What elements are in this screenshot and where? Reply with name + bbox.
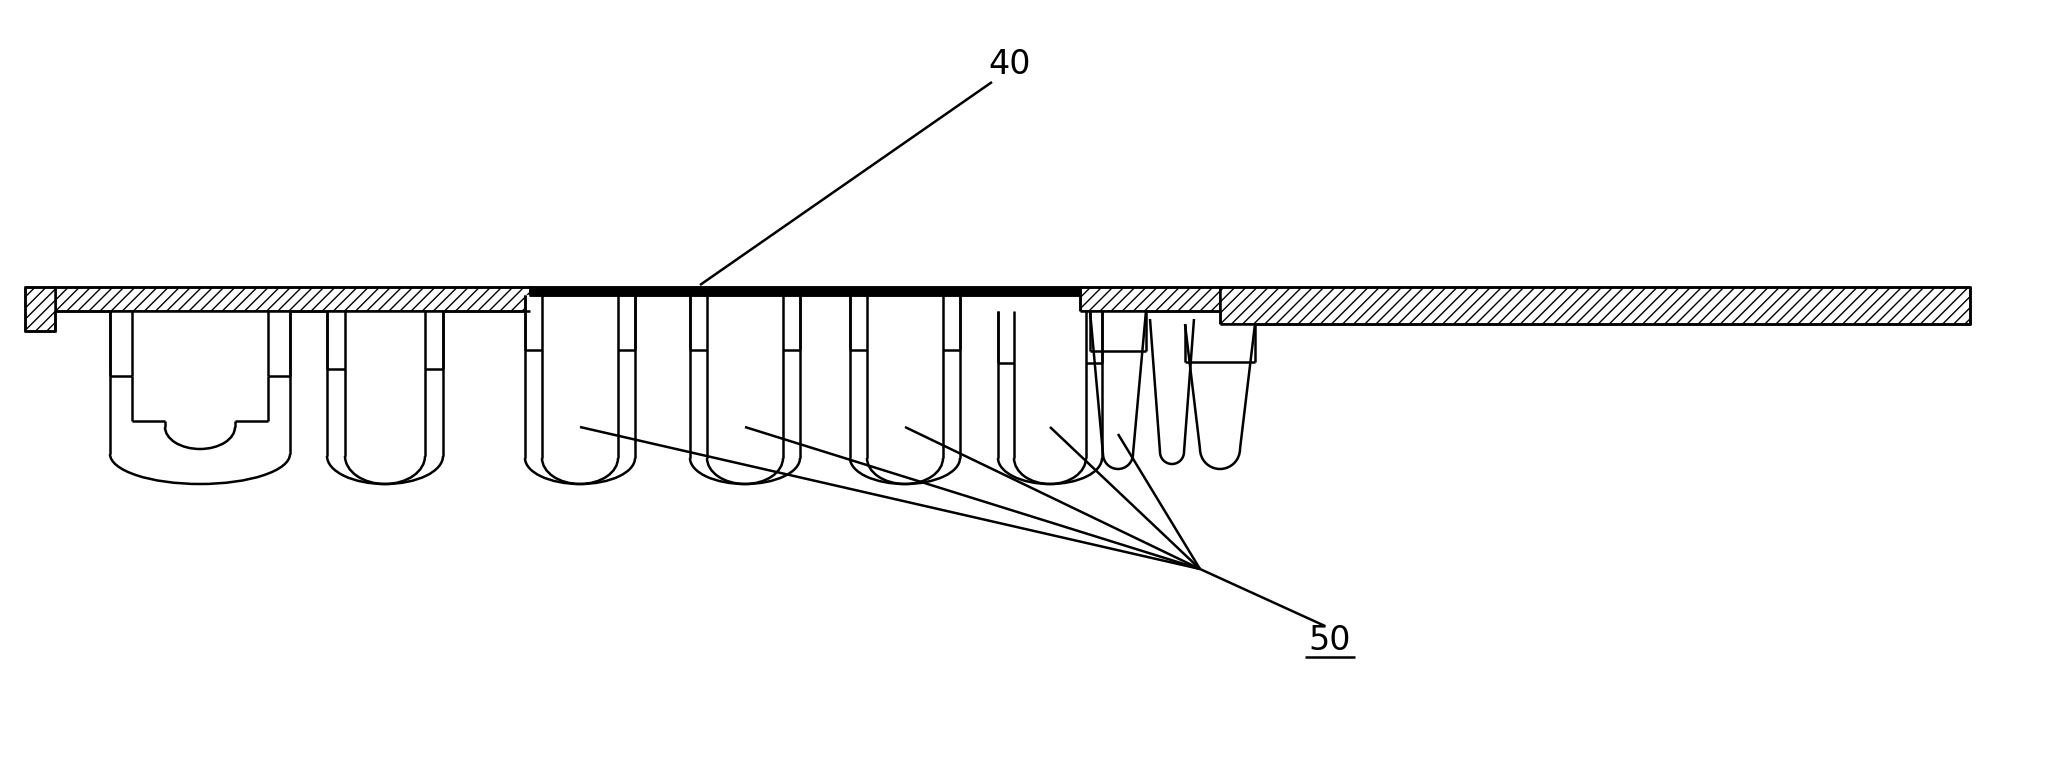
Bar [526, 295, 634, 350]
Bar [849, 295, 960, 350]
Bar [133, 311, 268, 376]
Bar [530, 287, 1080, 295]
Bar [1080, 287, 1219, 311]
Bar [1185, 324, 1254, 362]
Bar [327, 311, 444, 369]
Text: 40: 40 [988, 48, 1031, 80]
Text: 50: 50 [1309, 625, 1350, 657]
Bar [708, 295, 784, 350]
Bar [998, 311, 1103, 363]
Bar [110, 311, 291, 376]
Bar [1015, 311, 1086, 363]
Bar [542, 295, 618, 350]
Bar [25, 287, 55, 331]
Bar [1091, 311, 1146, 351]
Bar [1219, 287, 1970, 324]
Bar [55, 287, 530, 311]
Bar [690, 295, 800, 350]
Bar [868, 295, 943, 350]
Bar [346, 311, 426, 369]
